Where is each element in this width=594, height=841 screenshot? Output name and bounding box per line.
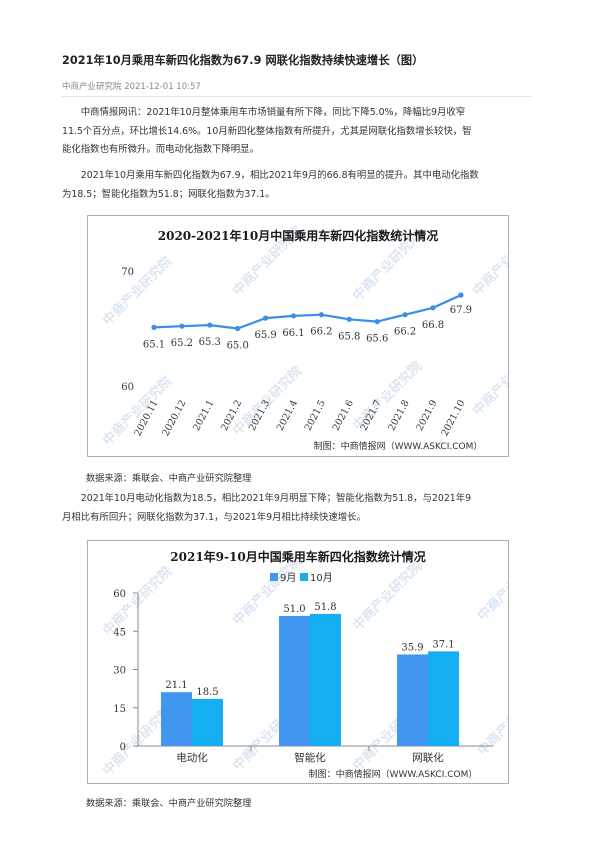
data-point <box>151 324 157 330</box>
bar-chart-marks: 21.1 18.5 电动化 51.0 51.8 智能化 35.9 37.1 网联化 <box>161 602 459 764</box>
x-category-label: 网联化 <box>412 751 444 764</box>
x-tick-label: 2021.6 <box>331 398 356 433</box>
legend-label: 9月 <box>280 572 296 584</box>
watermark-text: 中商产业研究院 <box>350 558 426 634</box>
x-tick-label: 2021.4 <box>275 398 300 433</box>
bar-value-label: 51.0 <box>283 604 305 615</box>
data-source-1: 数据来源：乘联会、中商产业研究院整理 <box>86 473 252 484</box>
watermark-text: 中商产业研究院 <box>475 683 508 759</box>
bar <box>310 613 341 746</box>
data-label: 66.1 <box>282 328 304 339</box>
divider <box>62 96 532 97</box>
bar-value-label: 35.9 <box>401 642 423 653</box>
paragraph-2: 2021年10月乘用车新四化指数为67.9，相比2021年9月的66.8有明显的… <box>62 167 532 204</box>
data-label: 67.9 <box>450 305 472 316</box>
legend-label: 10月 <box>310 572 333 584</box>
bar-value-label: 18.5 <box>196 687 218 698</box>
line-chart-marks: 65.1 65.2 65.3 65.0 65.9 66.1 66.2 65.8 65.6 66.2… <box>132 292 472 438</box>
data-point <box>179 323 185 329</box>
line-chart-title: 2020-2021年10月中国乘用车新四化指数统计情况 <box>158 228 438 243</box>
y-tick-label: 70 <box>121 267 134 278</box>
line-chart-y-axis: 60 70 <box>121 267 134 393</box>
y-tick-label: 60 <box>113 589 126 600</box>
x-category-label: 电动化 <box>176 751 208 764</box>
data-point <box>346 316 352 322</box>
data-label: 65.1 <box>143 339 165 350</box>
data-point <box>374 319 380 325</box>
x-tick-label: 2021.1 <box>191 398 216 433</box>
paragraph-1: 中商情报网讯：2021年10月整体乘用车市场销量有所下降，同比下降5.0%，降幅… <box>62 104 532 160</box>
paragraph-2-line-1: 2021年10月乘用车新四化指数为67.9，相比2021年9月的66.8有明显的… <box>80 170 479 181</box>
article-source-date: 中商产业研究院 2021-12-01 10:57 <box>62 82 201 92</box>
x-category-label: 智能化 <box>294 751 326 764</box>
line-chart-figure: 中商产业研究院 中商产业研究院 中商产业研究院 中商产业研究院 中商产业研究院 中商产业研… <box>87 215 509 457</box>
data-label: 66.2 <box>394 327 416 338</box>
y-tick-label: 30 <box>113 666 126 677</box>
x-tick-label: 2021.5 <box>303 398 328 433</box>
data-point <box>235 325 241 332</box>
data-label: 65.3 <box>199 337 221 348</box>
y-tick-label: 60 <box>121 382 134 393</box>
data-source-2: 数据来源：乘联会、中商产业研究院整理 <box>86 798 252 809</box>
data-point <box>430 305 436 311</box>
chart-credit: 制图：中商情报网（WWW.ASKCI.COM） <box>309 768 478 780</box>
paragraph-1-line-2: 11.5个百分点，环比增长14.6%。10月新四化整体指数有所提升，尤其是网联化… <box>62 125 472 137</box>
data-label: 65.2 <box>171 338 193 349</box>
x-tick-label: 2020.12 <box>160 398 188 438</box>
legend-swatch <box>300 573 308 581</box>
watermark-text: 中商产业研究院 <box>475 548 508 624</box>
bar-chart-figure: 中商产业研究院 中商产业研究院 中商产业研究院 中商产业研究院 中商产业研究院 中商产业研… <box>87 540 509 784</box>
article-title: 2021年10月乘用车新四化指数为67.9 网联化指数持续快速增长（图） <box>62 54 424 67</box>
watermark-text: 中商产业研究院 <box>470 223 508 299</box>
y-tick-label: 0 <box>120 742 126 753</box>
paragraph-3: 2021年10月电动化指数为18.5，相比2021年9月明显下降；智能化指数为5… <box>62 490 532 527</box>
paragraph-1-line-1: 中商情报网讯：2021年10月整体乘用车市场销量有所下降，同比下降5.0%，降幅… <box>80 107 466 118</box>
data-point <box>458 292 464 298</box>
paragraph-3-line-1: 2021年10月电动化指数为18.5，相比2021年9月明显下降；智能化指数为5… <box>80 493 472 504</box>
bar-value-label: 37.1 <box>432 639 454 650</box>
bar-chart-legend: 9月 10月 <box>270 572 333 584</box>
x-tick-label: 2021.10 <box>439 398 467 438</box>
data-point <box>263 315 269 321</box>
data-label: 66.2 <box>310 327 332 338</box>
bar <box>397 654 428 746</box>
paragraph-2-line-2: 为18.5；智能化指数为51.8；网联化指数为37.1。 <box>62 188 275 200</box>
series-line <box>153 294 462 330</box>
data-label: 65.0 <box>227 341 249 352</box>
data-point <box>207 322 213 328</box>
data-label: 65.6 <box>366 334 388 345</box>
bar-chart-title: 2021年9-10月中国乘用车新四化指数统计情况 <box>170 549 425 564</box>
x-tick-label: 2021.9 <box>414 398 439 433</box>
data-point <box>318 312 324 318</box>
data-label: 66.8 <box>422 320 444 331</box>
bar <box>161 692 192 746</box>
bar <box>279 615 310 746</box>
y-tick-label: 45 <box>113 627 126 638</box>
bar-value-label: 21.1 <box>165 680 187 691</box>
bar <box>192 698 223 746</box>
data-point <box>290 313 297 319</box>
watermark-text: 中商产业研究院 <box>470 343 508 419</box>
watermark-text: 中商产业研究院 <box>100 563 176 639</box>
watermark-text: 中商产业研究院 <box>100 373 176 449</box>
watermark-text: 中商产业研究院 <box>100 253 176 329</box>
bar-value-label: 51.8 <box>314 602 336 613</box>
bar <box>428 651 459 746</box>
legend-swatch <box>270 573 278 581</box>
y-tick-label: 15 <box>113 704 126 715</box>
data-label: 65.8 <box>338 331 360 342</box>
paragraph-3-line-2: 月相比有所回升；网联化指数为37.1，与2021年9月相比持续快速增长。 <box>62 511 366 523</box>
paragraph-1-line-3: 能化指数也有所微升。而电动化指数下降明显。 <box>62 144 259 155</box>
data-label: 65.9 <box>254 330 276 341</box>
chart-credit: 制图：中商情报网（WWW.ASKCI.COM） <box>314 440 483 452</box>
data-point <box>402 312 408 318</box>
